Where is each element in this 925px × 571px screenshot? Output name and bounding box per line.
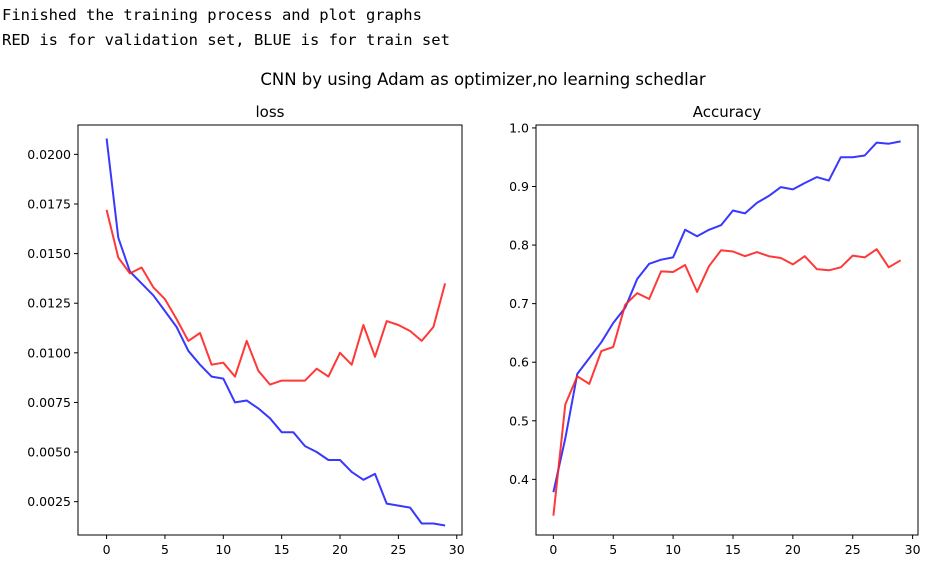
loss-ytick-label: 0.0150 <box>27 246 71 261</box>
loss-xtick-label: 0 <box>103 542 111 557</box>
accuracy-subplot: Accuracy 0 5 10 15 20 25 30 0.4 0.5 0.6 0.7 0.8 0.9 1.… <box>509 103 921 557</box>
loss-axes-frame <box>77 124 463 536</box>
accuracy-xtick-label: 0 <box>549 542 557 557</box>
loss-ytick-label: 0.0175 <box>27 196 71 211</box>
loss-ytick-label: 0.0025 <box>27 494 71 509</box>
accuracy-xtick-label: 30 <box>905 542 921 557</box>
accuracy-title: Accuracy <box>693 103 762 121</box>
loss-ytick-label: 0.0125 <box>27 296 71 311</box>
figure-suptitle: CNN by using Adam as optimizer,no learni… <box>260 70 706 89</box>
loss-title: loss <box>256 103 285 121</box>
loss-ytick-label: 0.0100 <box>27 345 71 360</box>
accuracy-ytick-label: 0.8 <box>509 238 529 253</box>
loss-xtick-label: 30 <box>449 542 465 557</box>
accuracy-ytick-label: 0.5 <box>509 413 529 428</box>
accuracy-train-line <box>552 140 901 493</box>
accuracy-xtick-label: 15 <box>725 542 741 557</box>
accuracy-xtick-label: 20 <box>785 542 801 557</box>
console-output-line-2: RED is for validation set, BLUE is for t… <box>2 31 450 49</box>
loss-xtick-label: 10 <box>215 542 231 557</box>
loss-ytick-label: 0.0075 <box>27 395 71 410</box>
accuracy-xtick-label: 5 <box>609 542 617 557</box>
loss-subplot: loss 0 5 10 15 20 25 30 0.0025 0.0050 0.0075 0.0100… <box>27 103 464 557</box>
accuracy-axes-frame <box>535 124 919 536</box>
loss-ytick-label: 0.0200 <box>27 147 71 162</box>
accuracy-ytick-label: 1.0 <box>509 120 529 135</box>
accuracy-ytick-label: 0.9 <box>509 179 529 194</box>
accuracy-xtick-label: 25 <box>845 542 861 557</box>
loss-train-line <box>105 138 446 527</box>
loss-ytick-label: 0.0050 <box>27 445 71 460</box>
loss-xtick-label: 15 <box>274 542 290 557</box>
accuracy-xtick-label: 10 <box>665 542 681 557</box>
accuracy-ytick-label: 0.4 <box>509 472 529 487</box>
loss-xtick-label: 5 <box>161 542 169 557</box>
console-output-line-1: Finished the training process and plot g… <box>2 6 422 24</box>
accuracy-validation-line <box>552 248 902 516</box>
accuracy-ytick-label: 0.7 <box>509 296 529 311</box>
accuracy-ytick-label: 0.6 <box>509 355 529 370</box>
loss-xtick-label: 20 <box>332 542 348 557</box>
loss-validation-line <box>105 209 447 386</box>
loss-xtick-label: 25 <box>390 542 406 557</box>
